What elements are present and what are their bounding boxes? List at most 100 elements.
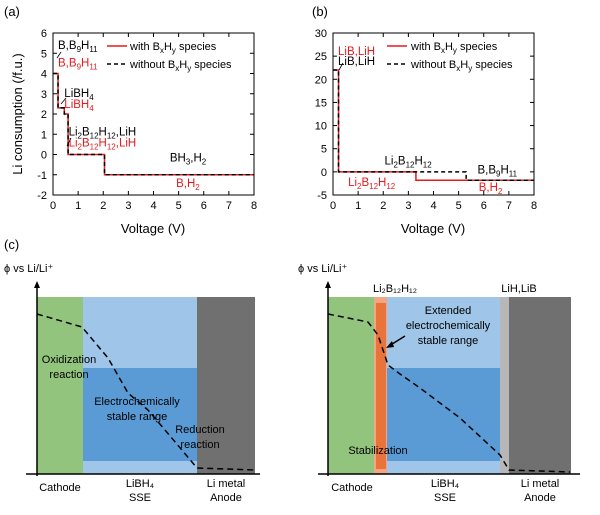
y-tick-label: 30 [315, 28, 327, 40]
panel-a-ylabel: Li consumption (/f.u.) [10, 53, 25, 174]
annotation: Li2B12H12,LiH [69, 137, 137, 151]
x-tick-label: 3 [125, 200, 131, 212]
pointer-a-2 [60, 97, 67, 105]
panel-b-legend: with BxHy species without BxHy species [387, 41, 513, 73]
y-tick-label: 15 [315, 97, 327, 109]
pointer-a-3 [66, 137, 72, 147]
x-tick-label: 1 [355, 200, 361, 212]
right-top-right-label: LiH,LiB [501, 283, 536, 295]
right-anode-region [509, 297, 571, 474]
y-tick-label: 5 [321, 144, 327, 156]
annotation: B,B9H11 [58, 40, 98, 54]
x-tick-label: 0 [50, 200, 56, 212]
pointer-b-1 [338, 62, 344, 71]
y-tick-label: -5 [317, 190, 327, 202]
x-tick-label: 3 [405, 200, 411, 212]
annotation: LiB,LiH [338, 56, 375, 68]
x-tick-label: 8 [251, 200, 257, 212]
right-stabilization-layer [376, 303, 386, 469]
y-tick-label: -1 [37, 170, 47, 182]
annotation: Li2B12H12 [348, 177, 396, 191]
panel-c-label: (c) [4, 237, 19, 252]
x-tick-label: 6 [481, 200, 487, 212]
x-tick-label: 7 [506, 200, 512, 212]
y-tick-label: 5 [41, 48, 47, 60]
right-cathode-region [328, 297, 374, 474]
annotation: BH3,H2 [170, 153, 207, 167]
legend-b-label-with: with BxHy species [410, 41, 498, 55]
y-tick-label: 2 [41, 109, 47, 121]
x-tick-label: 2 [100, 200, 106, 212]
left-cathode-label: Cathode [39, 482, 81, 494]
y-tick-label: 6 [41, 28, 47, 40]
right-lihlib-layer [500, 297, 509, 474]
y-tick-label: 20 [315, 74, 327, 86]
y-tick-label: 3 [41, 89, 47, 101]
left-oxidization: Oxidization reaction [42, 354, 96, 381]
right-anode-label: Li metal Anode [521, 478, 560, 504]
y-tick-label: 0 [41, 150, 47, 162]
legend-label-without: without BxHy species [129, 59, 232, 73]
series-line-without [333, 69, 534, 181]
right-ylabel: ϕ vs Li/Li⁺ [298, 263, 347, 275]
left-anode-label: Li metal Anode [207, 478, 246, 504]
right-potential-curve [327, 313, 571, 473]
x-tick-label: 2 [380, 200, 386, 212]
right-stabilization-label: Stabilization [348, 445, 407, 457]
y-tick-label: 4 [41, 69, 47, 81]
annotation: Li2B12H12,LiH [69, 126, 137, 140]
pointer-a-1 [56, 51, 62, 59]
x-tick-label: 0 [330, 200, 336, 212]
x-tick-label: 6 [201, 200, 207, 212]
x-tick-label: 4 [430, 200, 436, 212]
x-tick-label: 7 [226, 200, 232, 212]
annotation: Li2B12H12 [385, 155, 433, 169]
right-sse-label: LiBH₄ SSE [431, 478, 460, 504]
annotation: B,H2 [176, 178, 200, 192]
annotation: B,H2 [479, 182, 503, 196]
panel-c: (c) ϕ vs Li/Li⁺ Oxidization reaction Elec… [4, 237, 580, 504]
x-tick-label: 1 [75, 200, 81, 212]
legend-b-label-without: without BxHy species [410, 59, 513, 73]
annotation: LiB,LiH [338, 46, 375, 58]
annotation: LiBH4 [64, 99, 94, 113]
x-tick-label: 5 [456, 200, 462, 212]
y-tick-label: 0 [321, 167, 327, 179]
schematic-left: ϕ vs Li/Li⁺ Oxidization reaction Electroc… [4, 263, 260, 504]
annotation: LiBH4 [64, 88, 94, 102]
panel-b-xlabel: Voltage (V) [401, 221, 465, 236]
left-stable-range: Electrochemically stable range [94, 396, 180, 423]
x-tick-label: 8 [531, 200, 537, 212]
right-top-left-label: Li₂B₁₂H₁₂ [373, 283, 417, 295]
panel-b-lines [333, 69, 534, 181]
panel-a-lines [53, 72, 254, 176]
right-stable-band [387, 368, 500, 461]
left-anode-region [197, 297, 255, 474]
left-cathode-region [37, 297, 83, 474]
right-extended-range: Extended electrochemically stable range [406, 305, 491, 347]
left-potential-curve [36, 313, 256, 471]
series-line-without [53, 72, 254, 176]
right-extended-arrowhead [386, 341, 394, 348]
y-tick-label: -2 [37, 190, 47, 202]
legend-label-with: with BxHy species [129, 41, 217, 55]
panel-a: (a) 0 1 2 3 4 5 6 7 8 -2 -1 0 1 2 3 4 5 6 Voltage (V) Li … [4, 4, 257, 236]
right-y-arrow [325, 281, 331, 288]
panel-a-legend: with BxHy species without BxHy species [107, 41, 232, 73]
y-tick-label: 1 [41, 129, 47, 141]
x-tick-label: 4 [150, 200, 156, 212]
annotation: B,B9H11 [58, 57, 98, 71]
left-sse-label: LiBH₄ SSE [126, 478, 155, 504]
series-line-with [333, 69, 534, 181]
schematic-right: ϕ vs Li/Li⁺ Li₂B₁₂H₁₂ LiH,LiB Extended el… [298, 263, 580, 504]
panel-b-label: (b) [312, 4, 328, 19]
left-y-arrow [34, 281, 40, 288]
right-cathode-label: Cathode [331, 482, 373, 494]
y-tick-label: 10 [315, 121, 327, 133]
annotation: B,B9H11 [477, 165, 517, 179]
